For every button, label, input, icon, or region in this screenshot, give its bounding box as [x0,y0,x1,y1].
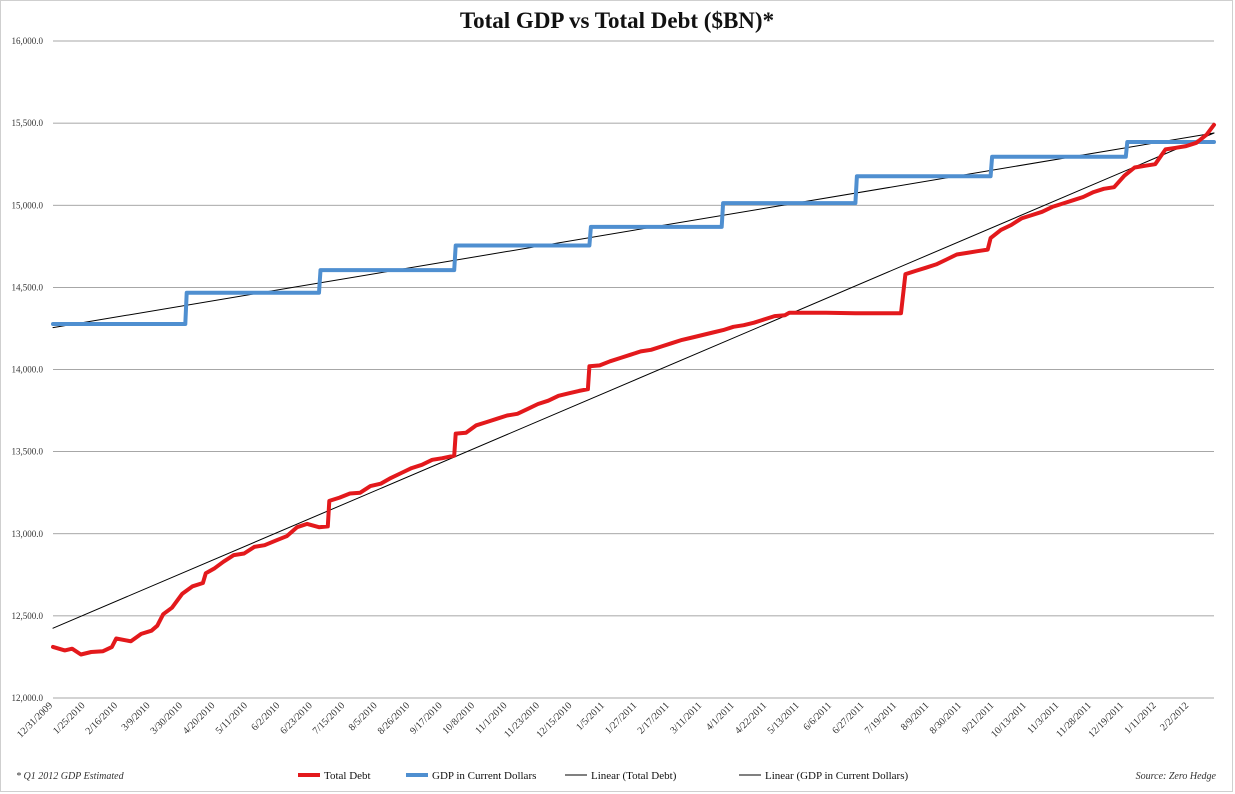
series-line-3 [52,132,1215,329]
x-tick-label: 10/13/2011 [989,700,1029,740]
x-tick-label: 8/26/2010 [376,700,412,736]
x-tick-label: 6/23/2010 [278,700,314,736]
x-tick-label: 6/2/2010 [249,700,282,733]
y-tick-label: 14,000.0 [12,365,44,375]
x-tick-label: 12/15/2010 [534,700,574,740]
y-tick-label: 13,500.0 [12,447,44,457]
y-tick-label: 14,500.0 [12,282,44,292]
gridlines [53,40,1214,699]
x-tick-label: 3/11/2011 [668,700,704,736]
y-tick-label: 15,500.0 [12,118,44,128]
y-tick-label: 12,500.0 [12,611,44,621]
legend-label: GDP in Current Dollars [432,770,536,782]
x-tick-label: 1/5/2011 [574,700,607,733]
x-tick-label: 9/17/2010 [408,700,444,736]
x-tick-label: 6/27/2011 [830,700,866,736]
legend-label: Total Debt [324,770,371,782]
x-tick-label: 8/5/2010 [347,700,380,733]
x-tick-label: 4/1/2011 [704,700,737,733]
x-tick-label: 12/31/2009 [15,700,55,740]
legend: Total Debt GDP in Current Dollars Linear (… [298,770,909,782]
y-tick-label: 16,000.0 [12,36,44,46]
x-tick-label: 3/30/2010 [148,700,184,736]
y-axis-ticks: 12,000.0 12,500.0 13,000.0 13,500.0 14,000.0… [12,36,44,703]
x-tick-label: 4/22/2011 [733,700,769,736]
x-tick-label: 1/25/2010 [51,700,87,736]
x-tick-label: 6/6/2011 [801,700,834,733]
x-tick-label: 7/15/2010 [311,700,347,736]
x-tick-label: 8/30/2011 [928,700,964,736]
x-tick-label: 1/11/2012 [1122,700,1158,736]
series-lines [51,122,1216,657]
legend-label: Linear (GDP in Current Dollars) [765,770,909,782]
x-tick-label: 8/9/2011 [899,700,932,733]
x-tick-label: 2/17/2011 [636,700,672,736]
x-tick-label: 2/16/2010 [84,700,120,736]
series-line-1 [51,140,1216,326]
footnote: * Q1 2012 GDP Estimated [16,771,125,782]
x-tick-label: 1/27/2011 [603,700,639,736]
y-tick-label: 12,000.0 [12,693,44,703]
legend-label: Linear (Total Debt) [591,770,677,782]
series-line-0 [51,122,1216,657]
x-tick-label: 10/8/2010 [441,700,477,736]
series-line-2 [52,132,1215,629]
x-tick-label: 5/11/2010 [214,700,250,736]
x-tick-label: 2/2/2012 [1158,700,1191,733]
x-tick-label: 4/20/2010 [181,700,217,736]
x-tick-label: 5/13/2011 [765,700,801,736]
x-tick-label: 3/9/2010 [120,700,153,733]
source-note: Source: Zero Hedge [1136,771,1217,782]
x-tick-label: 12/19/2011 [1086,700,1126,740]
y-tick-label: 13,000.0 [12,529,44,539]
x-tick-label: 7/19/2011 [863,700,899,736]
y-tick-label: 15,000.0 [12,200,44,210]
chart-title: Total GDP vs Total Debt ($BN)* [460,8,774,33]
